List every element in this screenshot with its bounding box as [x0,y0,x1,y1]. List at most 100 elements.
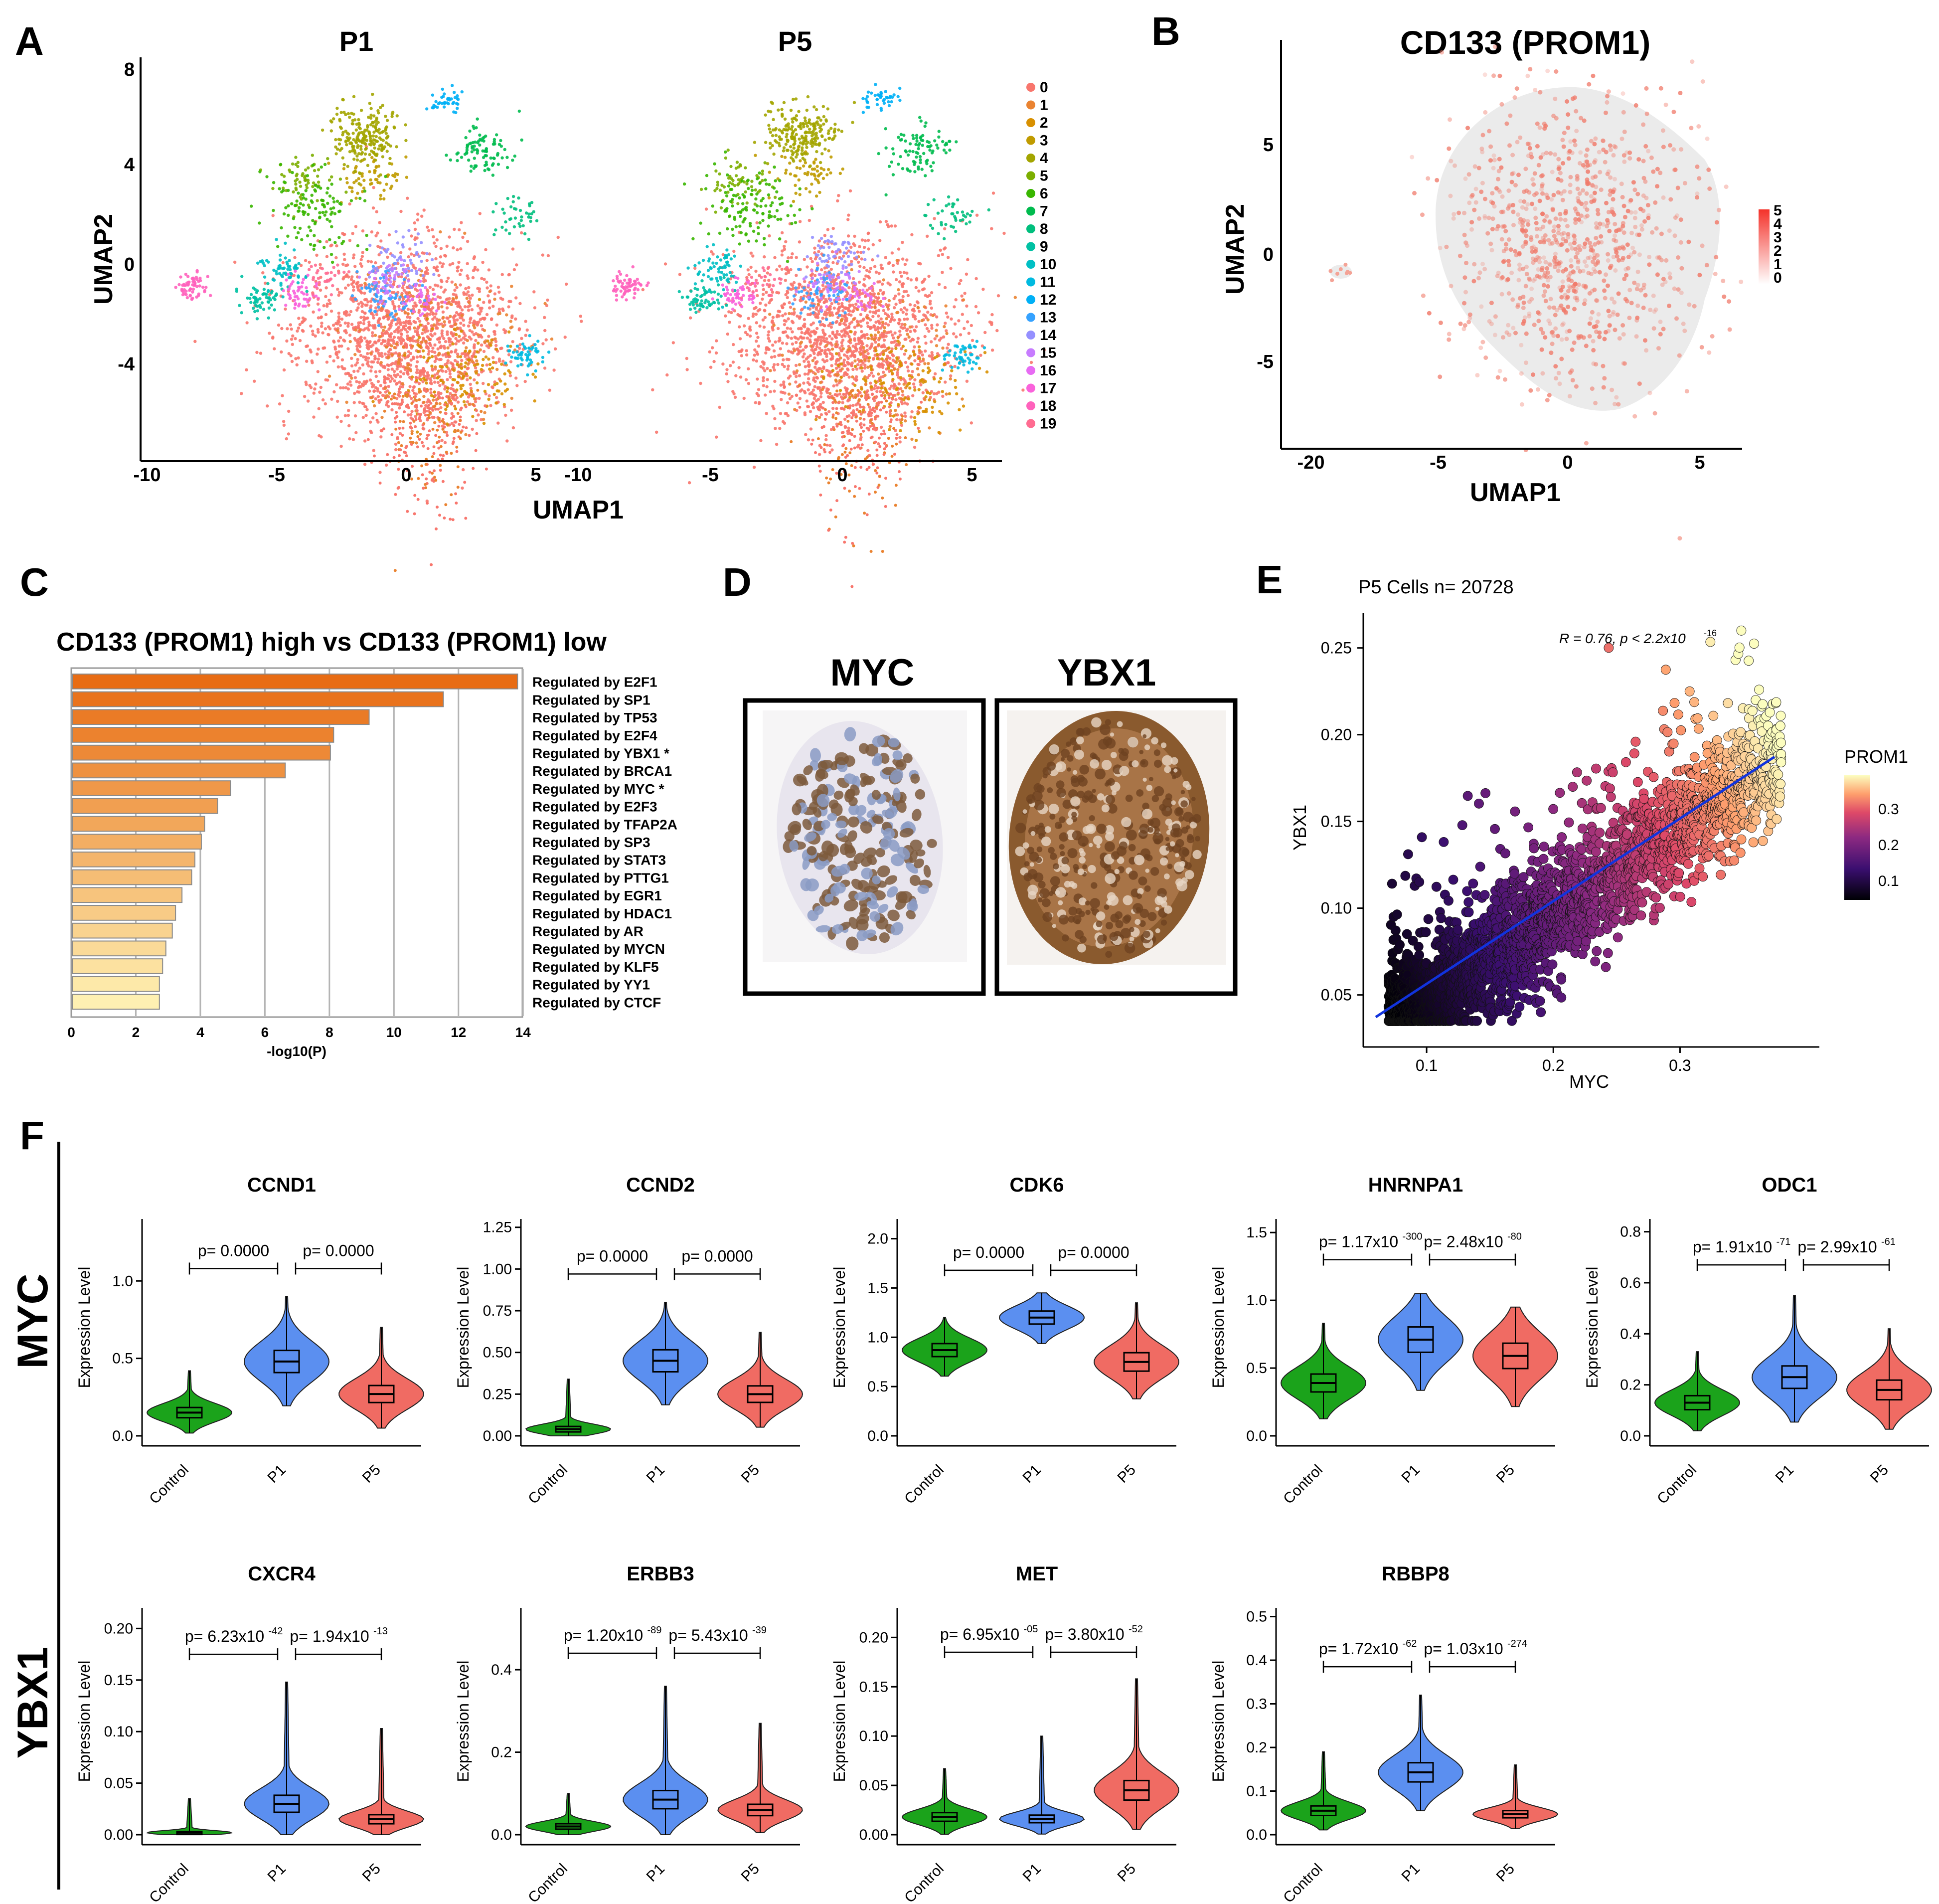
violin-ytick: 1.0 [112,1273,133,1289]
umap-b-cell [1626,255,1631,259]
umap-b-cell [1507,333,1512,338]
umap-b-cell [1462,232,1467,237]
scatter-point [1535,996,1545,1006]
umap-b-cell [1489,248,1494,253]
umap-b-cell [1584,344,1589,348]
umap-b-cell [1620,195,1625,199]
umap-b-cell [1497,157,1502,162]
violin-title: ODC1 [1762,1174,1817,1196]
umap-b-cell [1710,334,1715,339]
legend-label-0: 0 [1040,79,1048,96]
scatter-point [1605,783,1615,794]
cb-e-tick-0.2: 0.2 [1878,837,1899,854]
scatter-point [1698,871,1708,882]
umap-b-cell [1438,245,1443,250]
violin-ytick: 0.5 [112,1351,133,1367]
umap-b-cell [1506,237,1511,242]
scatter-point [1555,788,1565,798]
umap-b-cell [1584,159,1589,164]
legend-label-17: 17 [1040,380,1056,397]
umap-b-cell [1585,181,1590,186]
umap-b-cell [1539,173,1544,178]
umap-b-cell [1513,249,1518,254]
umap-b-cell [1672,233,1677,238]
umap-b-cell [1421,293,1426,298]
scatter-point [1395,940,1405,950]
umap-b-cell [1495,274,1500,279]
umap-b-cell [1621,246,1626,251]
violin-title: CXCR4 [248,1563,316,1585]
scatter-point [1568,782,1578,792]
scatter-xtick-0.1: 0.1 [1416,1056,1438,1074]
umap-b-cell [1681,322,1686,326]
violin-ylabel: Expression Level [830,1267,848,1388]
violin-ylabel: Expression Level [1583,1267,1601,1388]
umap-b-cell [1667,304,1671,308]
legend-label-6: 6 [1040,185,1048,202]
umap-b-cell [1621,230,1626,235]
scatter-point [1400,870,1411,881]
scatter-point [1601,962,1611,972]
p-value: p= 1.17x10 [1319,1233,1398,1251]
umap-b-cell [1562,189,1567,194]
legend-swatch-18 [1026,401,1035,410]
scatter-point [1637,897,1647,908]
umap-b-cell [1487,319,1492,324]
umap-b-cell [1642,219,1647,224]
umap-b-cell [1539,327,1544,332]
umap-b-cell [1553,326,1558,331]
umap-b-cell [1603,330,1608,335]
umap-b-cell [1503,377,1507,382]
violin-ytick: 0.75 [483,1303,512,1319]
umap-b-cell [1692,304,1697,309]
umap-b-cell [1533,215,1538,220]
violin-ylabel: Expression Level [454,1661,472,1782]
umap-b-cell [1479,189,1484,194]
umap-b-cell [1519,343,1524,347]
violin-xtick-p1: P1 [265,1861,289,1885]
umap-b-cell [1533,258,1538,263]
umap-b-cell [1529,245,1534,250]
umap-b-cell [1551,228,1556,233]
umap-b-cell [1622,361,1627,366]
umap-b-cell [1507,143,1512,148]
umap-b-cell [1566,156,1571,161]
umap-b-cell [1585,213,1590,218]
umap-b-cell [1566,289,1571,294]
violin-ytick: 0.20 [859,1629,888,1646]
umap-b-cell [1603,296,1608,301]
umap-b-cell [1499,237,1504,242]
umap-b-cell [1579,201,1584,206]
umap-b-cell [1604,150,1609,155]
umap-b-cell [1488,158,1493,163]
umap-b-cell [1659,258,1664,263]
legend-label-7: 7 [1040,203,1048,220]
umap-b-cell [1601,363,1606,368]
umap-b-cell [1529,155,1534,160]
scatter-point [1548,804,1559,814]
scatter-point [1606,792,1616,802]
scatter-point [1582,775,1592,786]
umap-b-cell [1651,293,1656,298]
violin-ytick: 0.0 [1620,1428,1641,1444]
umap-b-cell [1639,223,1644,228]
umap-b-cell [1654,226,1659,231]
umap-b-cell [1576,265,1580,270]
scatter-point [1736,834,1747,845]
umap-b-cell [1531,278,1536,283]
umap-b-cell [1540,183,1545,188]
umap-b-cell [1527,276,1532,281]
umap-b-cell [1410,155,1415,160]
umap-b-cell [1482,214,1487,219]
umap-b-cell [1592,160,1597,165]
legend-label-18: 18 [1040,398,1056,414]
scatter-point [1539,842,1549,852]
umap-b-cell [1475,373,1480,378]
legend-swatch-13 [1026,313,1035,322]
umap-b-cell [1551,113,1556,118]
scatter-point [1735,848,1746,858]
umap-b-cell [1548,321,1552,326]
violin-ylabel: Expression Level [75,1267,93,1388]
umap-b-cell [1689,126,1694,131]
umap-b-cell [1684,389,1689,394]
